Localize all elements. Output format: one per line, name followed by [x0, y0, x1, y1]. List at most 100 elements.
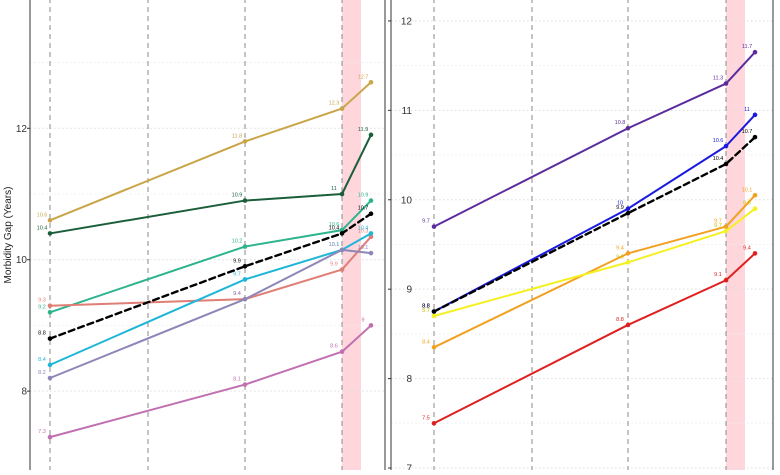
series-line-2	[433, 113, 756, 313]
data-label: 10.4	[713, 156, 724, 162]
series-line-5	[49, 232, 372, 366]
data-label: 10.6	[329, 222, 340, 228]
data-label: 10.8	[615, 120, 626, 126]
data-label: 11.8	[232, 133, 242, 139]
data-label: 9.4	[743, 245, 751, 251]
data-point	[431, 420, 437, 426]
data-label: 10.7	[358, 206, 369, 212]
data-point	[431, 313, 437, 319]
data-label: 10.6	[713, 138, 724, 144]
series-line-4	[433, 194, 756, 349]
data-point	[368, 323, 374, 328]
data-point	[752, 49, 758, 55]
data-point	[752, 251, 758, 256]
y-tick-label: 10	[16, 255, 28, 266]
data-label: 9.4	[233, 291, 241, 297]
y-tick-label: 7	[406, 464, 412, 471]
data-point	[368, 211, 374, 217]
data-point	[431, 344, 437, 350]
data-label: 8.8	[616, 317, 624, 323]
data-point	[625, 260, 631, 265]
data-label: 10.1	[329, 242, 340, 248]
data-point	[625, 206, 631, 212]
data-label: 10.7	[742, 129, 753, 135]
data-label: 10.9	[358, 193, 369, 199]
data-label: 9.1	[714, 272, 722, 278]
data-point	[339, 247, 345, 253]
chart-panel-1: 8 10 12 10.6 11.8 12.3 12.7 10.4 10.9 11 11.9 9.2 10…	[3, 0, 386, 475]
series-line-7	[49, 324, 372, 439]
data-point	[47, 309, 53, 315]
data-label: 9.7	[422, 219, 430, 225]
y-tick-label: 8	[21, 387, 27, 398]
data-point	[47, 231, 53, 236]
data-label: 9.3	[616, 254, 624, 260]
data-label: 10.4	[358, 225, 369, 231]
data-label: 9.9	[330, 262, 338, 268]
data-point	[752, 206, 758, 212]
data-point	[47, 217, 53, 223]
series-line-1	[433, 51, 756, 228]
data-label: 8.8	[422, 304, 430, 310]
data-label: 9.4	[616, 245, 624, 251]
data-point	[368, 198, 374, 203]
data-point	[723, 81, 729, 86]
y-tick-label: 8	[406, 374, 412, 385]
data-label: 11.9	[358, 127, 368, 133]
plot-frame	[29, 0, 386, 475]
data-label: 8.1	[233, 377, 241, 383]
data-label: 12.7	[358, 74, 369, 80]
data-label: 10.2	[232, 239, 243, 245]
data-label: 9.9	[616, 205, 624, 211]
data-point	[368, 79, 374, 85]
data-label: 10.4	[37, 225, 48, 231]
data-point	[339, 191, 345, 197]
data-label: 9	[361, 317, 364, 323]
data-point	[242, 277, 248, 282]
y-tick-label: 12	[401, 16, 413, 27]
series-line-2	[49, 133, 372, 235]
data-label: 8.6	[330, 344, 338, 350]
data-label: 9.2	[38, 304, 46, 310]
series-line-6	[49, 248, 372, 379]
data-point	[368, 250, 374, 256]
data-label: 8.8	[38, 331, 46, 337]
data-point	[625, 210, 631, 216]
data-label: 12.3	[329, 101, 340, 107]
data-label: 11	[744, 107, 750, 113]
data-label: 11.7	[742, 44, 752, 50]
data-point	[431, 224, 437, 229]
data-point	[752, 192, 758, 198]
data-label: 9.7	[714, 219, 722, 225]
data-label: 10.6	[37, 212, 48, 218]
data-label: 11.3	[713, 76, 723, 82]
data-point	[339, 349, 345, 355]
data-point	[723, 224, 729, 229]
highlight-band	[726, 0, 745, 474]
data-point	[47, 434, 53, 440]
data-point	[625, 251, 631, 256]
data-point	[431, 309, 437, 314]
data-point	[242, 382, 248, 387]
series-line-1	[49, 81, 372, 222]
data-label: 10.1	[742, 187, 753, 193]
highlight-band	[342, 0, 361, 474]
data-label: 10.3	[358, 229, 369, 235]
data-point	[339, 106, 345, 111]
data-point	[752, 134, 758, 140]
data-label: 10.1	[329, 242, 340, 248]
data-point	[723, 161, 729, 167]
data-point	[47, 362, 53, 368]
data-point	[47, 336, 53, 341]
data-label: 8.4	[38, 357, 46, 363]
series-line-3	[49, 199, 372, 314]
data-point	[47, 303, 53, 309]
data-point	[368, 234, 374, 240]
data-label: 10.9	[232, 193, 243, 199]
data-point	[339, 267, 345, 272]
data-label: 8.7	[422, 308, 430, 314]
data-label: 7.3	[38, 429, 46, 435]
data-point	[723, 277, 729, 283]
